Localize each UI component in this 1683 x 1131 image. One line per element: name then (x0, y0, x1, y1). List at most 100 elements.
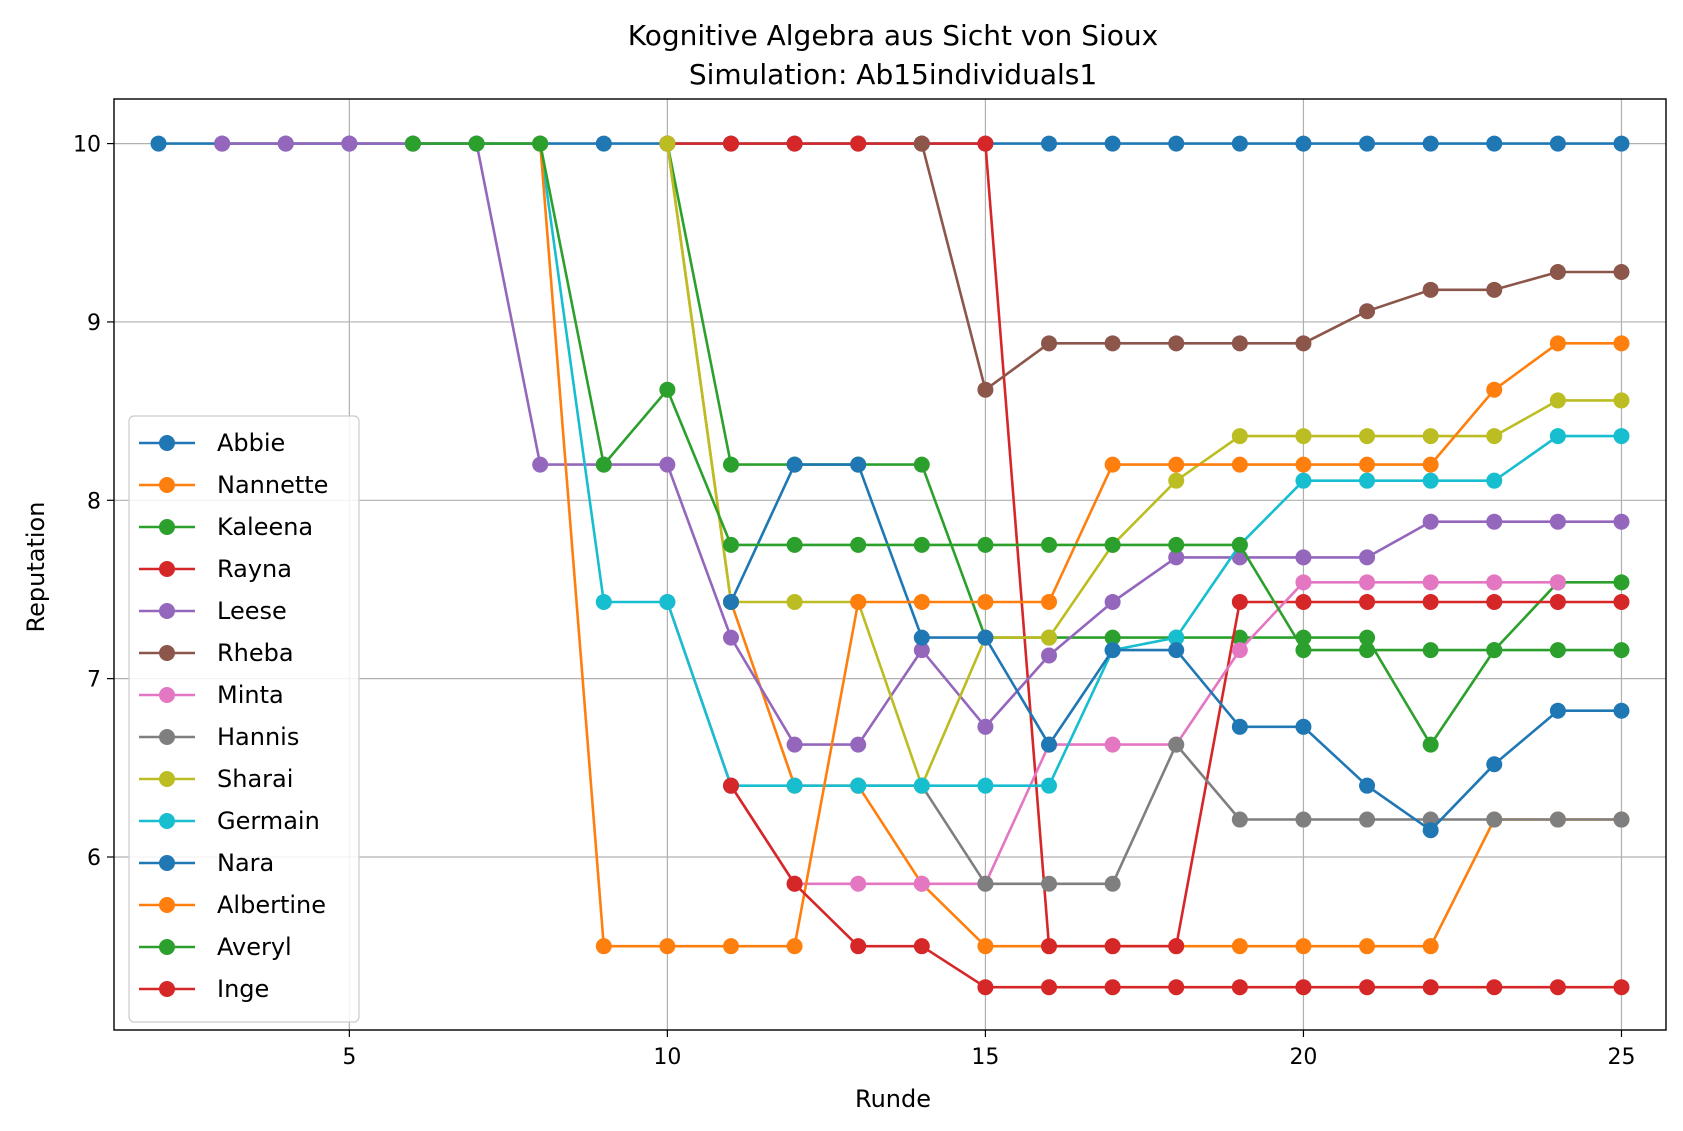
legend-item-albertine: Albertine (139, 891, 326, 919)
data-point-leese (532, 456, 549, 473)
data-point-nara (977, 629, 994, 646)
legend-label: Leese (217, 597, 287, 625)
series-rayna (659, 135, 1630, 955)
data-point-abbie (150, 135, 167, 152)
data-point-sharai (1422, 428, 1439, 445)
data-point-hannis (1104, 875, 1121, 892)
data-point-rayna (1549, 593, 1566, 610)
data-point-hannis (1231, 811, 1248, 828)
data-point-germain (786, 777, 803, 794)
x-tick-label: 10 (653, 1045, 681, 1070)
series-line-germain (538, 143, 1622, 788)
legend-box (128, 415, 360, 1023)
data-point-kaleena (1104, 629, 1121, 646)
data-point-germain (595, 593, 612, 610)
series-line-sharai (666, 143, 1622, 788)
data-point-germain (1613, 428, 1630, 445)
data-point-nara (1486, 756, 1503, 773)
legend-label: Kaleena (217, 513, 313, 541)
legend-item-rayna: Rayna (139, 555, 292, 583)
legend-item-hannis: Hannis (139, 723, 299, 751)
data-point-rheba (1168, 335, 1185, 352)
data-point-abbie (1549, 135, 1566, 152)
data-point-germain (1486, 472, 1503, 489)
chart-title: Kognitive Algebra aus Sicht von Sioux (628, 19, 1158, 52)
legend-swatch-marker (159, 435, 175, 451)
data-point-rayna (1359, 593, 1376, 610)
series-nara (722, 456, 1630, 839)
data-point-leese (1295, 549, 1312, 566)
data-point-rayna (850, 135, 867, 152)
data-point-rayna (977, 135, 994, 152)
data-point-rheba (1359, 303, 1376, 320)
data-point-inge (722, 777, 739, 794)
data-point-nannette (1359, 938, 1376, 955)
legend-item-nannette: Nannette (139, 471, 328, 499)
legend-swatch-marker (159, 981, 175, 997)
data-point-rheba (913, 135, 930, 152)
data-point-albertine (1041, 593, 1058, 610)
legend-swatch-marker (159, 813, 175, 829)
y-tick-label: 6 (87, 846, 101, 871)
data-point-leese (850, 736, 867, 753)
data-point-nara (786, 456, 803, 473)
data-point-rheba (1486, 281, 1503, 298)
data-point-leese (977, 718, 994, 735)
data-point-inge (977, 979, 994, 996)
data-point-leese (1613, 513, 1630, 530)
data-point-inge (1613, 979, 1630, 996)
data-point-nara (1231, 718, 1248, 735)
data-point-abbie (1231, 135, 1248, 152)
legend-label: Nannette (217, 471, 328, 499)
data-point-averyl (1359, 642, 1376, 659)
data-point-germain (1359, 472, 1376, 489)
data-point-germain (1295, 472, 1312, 489)
data-point-leese (722, 629, 739, 646)
data-point-nara (1168, 642, 1185, 659)
data-point-hannis (1359, 811, 1376, 828)
data-point-leese (277, 135, 294, 152)
data-point-rheba (1613, 264, 1630, 281)
data-point-abbie (595, 135, 612, 152)
series-rheba (913, 135, 1630, 398)
data-point-leese (1104, 593, 1121, 610)
data-point-kaleena (1613, 574, 1630, 591)
data-point-averyl (532, 135, 549, 152)
data-point-averyl (1168, 536, 1185, 553)
data-point-hannis (977, 875, 994, 892)
data-point-minta (1549, 574, 1566, 591)
data-point-averyl (595, 456, 612, 473)
data-point-abbie (1295, 135, 1312, 152)
data-point-minta (1295, 574, 1312, 591)
data-point-germain (1549, 428, 1566, 445)
data-point-leese (1359, 549, 1376, 566)
data-point-rheba (1295, 335, 1312, 352)
data-point-leese (1041, 647, 1058, 664)
series-line-rayna (667, 142, 1622, 948)
data-point-averyl (1422, 642, 1439, 659)
legend: Abbie Nannette Kaleena Rayna Leese Rheba Minta… (128, 415, 360, 1023)
data-point-rayna (786, 135, 803, 152)
data-point-hannis (1613, 811, 1630, 828)
data-point-nara (1359, 777, 1376, 794)
legend-label: Minta (217, 681, 284, 709)
legend-item-kaleena: Kaleena (139, 513, 313, 541)
data-point-germain (1041, 777, 1058, 794)
data-point-nara (1041, 736, 1058, 753)
data-point-averyl (659, 381, 676, 398)
data-point-averyl (1549, 642, 1566, 659)
legend-item-minta: Minta (139, 681, 284, 709)
data-point-abbie (1168, 135, 1185, 152)
data-point-albertine (850, 593, 867, 610)
legend-swatch-marker (159, 687, 175, 703)
data-point-averyl (977, 536, 994, 553)
legend-label: Albertine (217, 891, 326, 919)
data-point-sharai (1231, 428, 1248, 445)
data-point-rheba (1041, 335, 1058, 352)
series-inge (722, 777, 1630, 996)
data-point-sharai (1168, 472, 1185, 489)
data-point-albertine (1486, 381, 1503, 398)
data-point-averyl (722, 536, 739, 553)
data-point-kaleena (722, 456, 739, 473)
